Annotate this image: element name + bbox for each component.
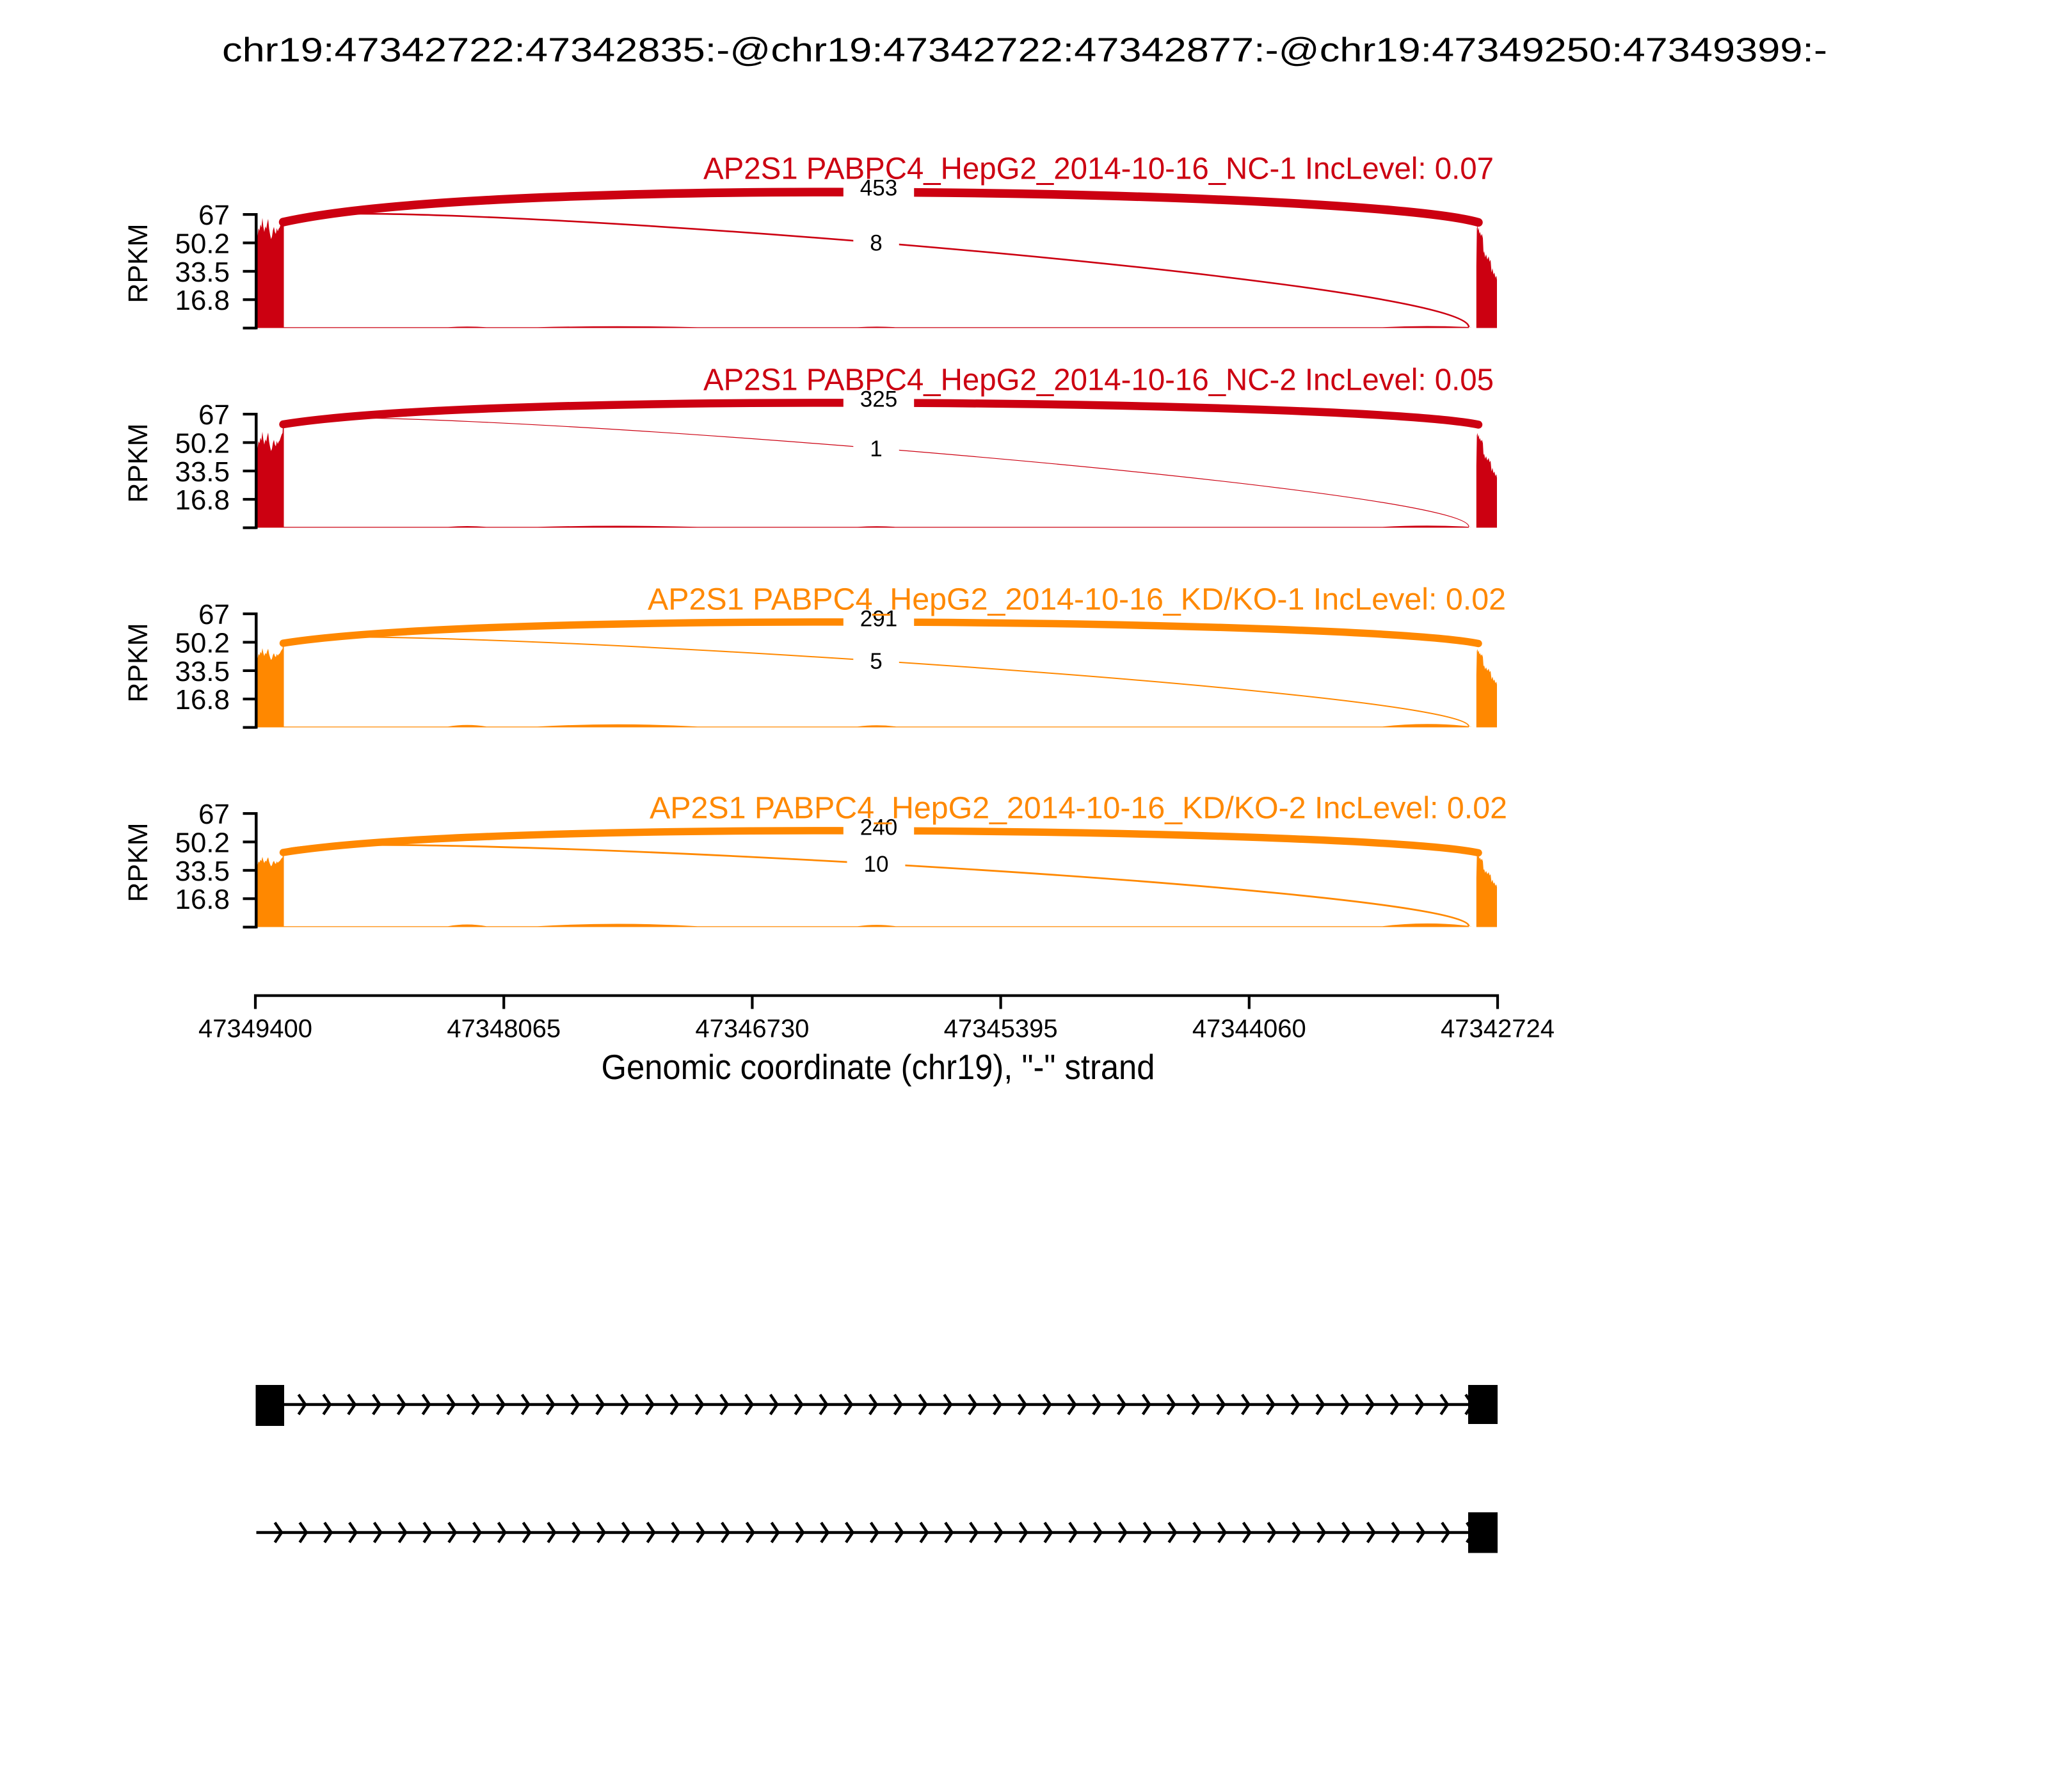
svg-text:47348065: 47348065 xyxy=(447,1015,561,1043)
svg-text:Genomic coordinate (chr19), "-: Genomic coordinate (chr19), "-" strand xyxy=(602,1047,1155,1087)
svg-text:47345395: 47345395 xyxy=(944,1015,1058,1043)
svg-text:AP2S1 PABPC4_HepG2_2014-10-16_: AP2S1 PABPC4_HepG2_2014-10-16_NC-2 IncLe… xyxy=(703,364,1494,397)
svg-text:AP2S1 PABPC4_HepG2_2014-10-16_: AP2S1 PABPC4_HepG2_2014-10-16_KD/KO-2 In… xyxy=(650,792,1507,826)
svg-text:33.5: 33.5 xyxy=(175,856,230,887)
svg-text:325: 325 xyxy=(860,387,897,412)
svg-text:291: 291 xyxy=(860,607,897,632)
svg-text:47344060: 47344060 xyxy=(1192,1015,1306,1043)
svg-text:16.8: 16.8 xyxy=(175,484,230,516)
svg-text:RPKM: RPKM xyxy=(123,223,154,303)
svg-text:33.5: 33.5 xyxy=(175,257,230,288)
svg-text:50.2: 50.2 xyxy=(175,827,230,858)
svg-text:RPKM: RPKM xyxy=(123,623,154,702)
svg-text:8: 8 xyxy=(870,231,882,256)
svg-text:10: 10 xyxy=(864,852,889,877)
svg-text:RPKM: RPKM xyxy=(123,423,154,502)
svg-text:16.8: 16.8 xyxy=(175,285,230,316)
svg-text:47349400: 47349400 xyxy=(198,1015,312,1043)
svg-text:67: 67 xyxy=(198,599,230,630)
svg-text:chr19:47342722:47342835:-@chr1: chr19:47342722:47342835:-@chr19:47342722… xyxy=(222,31,1827,69)
svg-text:16.8: 16.8 xyxy=(175,884,230,915)
svg-text:16.8: 16.8 xyxy=(175,684,230,716)
svg-text:50.2: 50.2 xyxy=(175,428,230,459)
svg-text:47346730: 47346730 xyxy=(695,1015,809,1043)
svg-text:50.2: 50.2 xyxy=(175,627,230,659)
svg-text:67: 67 xyxy=(198,200,230,231)
svg-text:50.2: 50.2 xyxy=(175,228,230,259)
svg-text:AP2S1 PABPC4_HepG2_2014-10-16_: AP2S1 PABPC4_HepG2_2014-10-16_NC-1 IncLe… xyxy=(703,152,1494,186)
svg-text:453: 453 xyxy=(860,176,897,201)
svg-text:5: 5 xyxy=(870,649,882,674)
svg-text:67: 67 xyxy=(198,399,230,431)
svg-text:33.5: 33.5 xyxy=(175,656,230,687)
svg-text:67: 67 xyxy=(198,799,230,830)
svg-text:47342724: 47342724 xyxy=(1441,1015,1555,1043)
svg-text:1: 1 xyxy=(870,436,882,461)
svg-text:240: 240 xyxy=(860,815,897,840)
svg-text:AP2S1 PABPC4_HepG2_2014-10-16_: AP2S1 PABPC4_HepG2_2014-10-16_KD/KO-1 In… xyxy=(648,583,1506,617)
svg-text:RPKM: RPKM xyxy=(123,822,154,902)
svg-text:33.5: 33.5 xyxy=(175,456,230,488)
